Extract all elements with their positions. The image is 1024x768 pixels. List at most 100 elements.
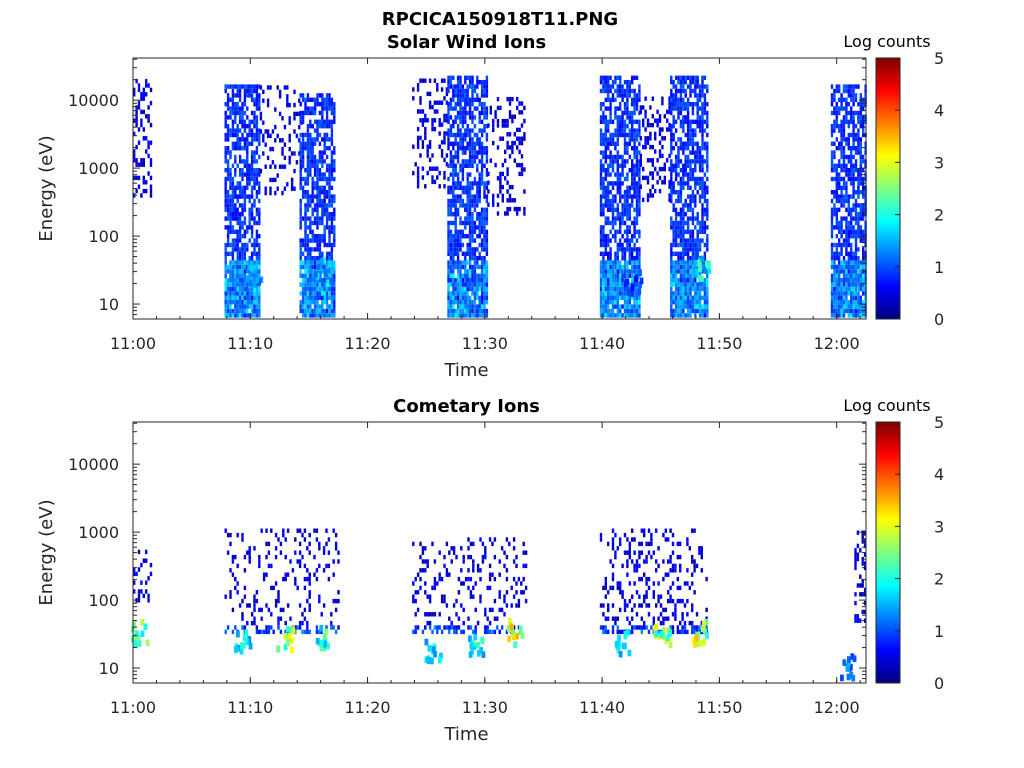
spectrogram-cell	[638, 159, 641, 164]
spectrogram-cell	[236, 181, 239, 186]
spectrogram-cell	[854, 300, 858, 305]
spectrogram-cell	[250, 132, 254, 138]
spectrogram-cell	[236, 238, 239, 243]
spectrogram-cell	[318, 234, 322, 239]
spectrogram-cell	[599, 150, 603, 155]
spectrogram-cell	[619, 163, 622, 168]
spectrogram-cell	[854, 146, 858, 151]
spectrogram-cell	[473, 304, 477, 309]
spectrogram-cell	[447, 110, 450, 116]
spectrogram-cell	[311, 286, 314, 292]
spectrogram-cell	[468, 242, 472, 248]
spectrogram-cell	[253, 546, 256, 551]
spectrogram-cell	[135, 162, 138, 167]
spectrogram-cell	[626, 273, 629, 278]
spectrogram-cell	[602, 269, 605, 274]
spectrogram-cell	[480, 264, 484, 270]
spectrogram-cell	[333, 286, 336, 292]
spectrogram-cell	[686, 146, 690, 151]
spectrogram-cell	[304, 102, 307, 107]
spectrogram-cell	[698, 185, 702, 190]
spectrogram-cell	[266, 85, 270, 90]
spectrogram-cell	[449, 229, 453, 234]
spectrogram-cell	[309, 141, 312, 146]
spectrogram-cell	[238, 229, 242, 234]
spectrogram-cell	[838, 313, 841, 318]
spectrogram-cell	[670, 256, 673, 261]
spectrogram-cell	[431, 153, 434, 158]
spectrogram-cell	[323, 132, 326, 138]
spectrogram-cell	[602, 84, 605, 89]
spectrogram-cell	[258, 234, 261, 239]
spectrogram-cell	[431, 612, 434, 617]
spectrogram-cell	[258, 102, 261, 107]
spectrogram-cell	[449, 308, 453, 314]
spectrogram-cell	[461, 282, 465, 287]
spectrogram-cell	[476, 212, 479, 217]
spectrogram-cell	[668, 96, 671, 101]
spectrogram-cell	[842, 273, 846, 278]
spectrogram-cell	[135, 571, 138, 577]
spectrogram-hotspot-cell	[694, 268, 699, 275]
spectrogram-cell	[488, 537, 492, 542]
spectrogram-cell	[840, 229, 843, 234]
spectrogram-cell	[492, 127, 495, 133]
spectrogram-cell	[840, 291, 843, 296]
spectrogram-cell	[262, 133, 265, 139]
spectrogram-cell	[301, 612, 304, 617]
spectrogram-cell	[461, 150, 465, 155]
spectrogram-cell	[274, 164, 277, 169]
spectrogram-cell	[276, 173, 279, 178]
spectrogram-cell	[614, 300, 617, 305]
spectrogram-cell	[638, 88, 641, 94]
spectrogram-cell	[452, 181, 455, 186]
spectrogram-cell	[703, 172, 707, 177]
spectrogram-cell	[466, 75, 469, 80]
colorbar-label: Log counts	[843, 32, 930, 51]
spectrogram-cell	[682, 146, 685, 151]
spectrogram-cell	[485, 106, 489, 111]
spectrogram-cell	[224, 291, 227, 296]
spectrogram-cell	[651, 162, 654, 167]
spectrogram-cell	[472, 559, 475, 564]
spectrogram-cell	[480, 238, 484, 243]
spectrogram-cell	[447, 80, 450, 85]
spectrogram-cell	[277, 616, 280, 621]
spectrogram-cell	[485, 110, 489, 116]
spectrogram-cell	[696, 308, 699, 314]
spectrogram-cell	[440, 629, 444, 635]
spectrogram-cell	[318, 541, 321, 547]
spectrogram-cell	[236, 234, 239, 239]
spectrogram-cell	[604, 304, 607, 309]
spectrogram-hotspot-cell	[247, 263, 252, 270]
spectrogram-cell	[449, 242, 453, 248]
spectrogram-cell	[476, 563, 480, 569]
spectrogram-cell	[602, 132, 605, 138]
spectrogram-cell	[313, 102, 317, 107]
spectrogram-cell	[416, 572, 420, 577]
spectrogram-cell	[276, 133, 279, 139]
spectrogram-cell	[243, 194, 247, 199]
spectrogram-cell	[483, 269, 486, 274]
spectrogram-cell	[238, 159, 242, 164]
spectrogram-cell	[309, 159, 312, 164]
spectrogram-cell	[599, 128, 603, 133]
spectrogram-cell	[459, 304, 462, 309]
spectrogram-cell	[456, 80, 460, 85]
spectrogram-cell	[236, 242, 239, 248]
spectrogram-cell	[623, 198, 627, 204]
spectrogram-cell	[686, 264, 690, 270]
spectrogram-cell	[445, 153, 449, 158]
spectrogram-cell	[299, 225, 302, 230]
spectrogram-cell	[633, 220, 636, 226]
spectrogram-cell	[654, 166, 657, 172]
spectrogram-cell	[316, 216, 319, 221]
spectrogram-cell	[464, 313, 467, 318]
spectrogram-cell	[248, 176, 251, 182]
spectrogram-cell	[301, 97, 305, 102]
spectrogram-cell	[703, 159, 707, 164]
spectrogram-cell	[679, 84, 683, 89]
spectrogram-cell	[476, 97, 479, 102]
spectrogram-cell	[321, 251, 324, 256]
spectrogram-cell	[701, 269, 704, 274]
